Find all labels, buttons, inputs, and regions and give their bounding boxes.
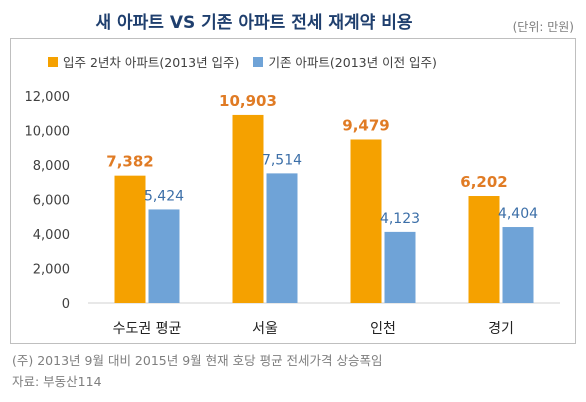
- bar-series0: [350, 139, 382, 303]
- x-tick-label: 경기: [488, 321, 514, 337]
- data-label-series0: 9,479: [342, 116, 389, 134]
- y-tick-label: 2,000: [33, 263, 70, 278]
- x-tick-label: 서울: [252, 321, 278, 337]
- bar-series0: [114, 175, 146, 303]
- bar-series0: [468, 196, 500, 303]
- y-tick-label: 0: [62, 297, 70, 312]
- unit-note: (단위: 만원): [512, 20, 574, 34]
- bar-series1: [148, 209, 180, 303]
- data-label-series0: 10,903: [219, 92, 277, 110]
- source-note: 자료: 부동산114: [12, 374, 102, 389]
- y-tick-label: 8,000: [33, 159, 70, 174]
- footnote: (주) 2013년 9월 대비 2015년 9월 현재 호당 평균 전세가격 상…: [12, 353, 383, 368]
- legend-item-series0: 입주 2년차 아파트(2013년 입주): [48, 52, 239, 71]
- legend-swatch-series0: [48, 56, 58, 67]
- y-tick-label: 12,000: [25, 90, 71, 105]
- chart-title: 새 아파트 VS 기존 아파트 전세 재계약 비용: [95, 13, 413, 33]
- data-label-series1: 5,424: [144, 188, 184, 204]
- x-tick-label: 인천: [370, 321, 396, 337]
- legend-item-series1: 기존 아파트(2013년 이전 입주): [253, 52, 437, 71]
- x-tick-label: 수도권 평균: [113, 321, 182, 337]
- data-label-series0: 6,202: [460, 173, 507, 191]
- y-tick-label: 6,000: [33, 194, 70, 209]
- legend-label-series0: 입주 2년차 아파트(2013년 입주): [63, 55, 240, 70]
- bar-series1: [266, 173, 298, 303]
- data-label-series1: 7,514: [262, 152, 302, 168]
- data-label-series1: 4,404: [498, 206, 538, 222]
- y-tick-label: 4,000: [33, 228, 70, 243]
- bar-series1: [384, 231, 416, 303]
- bar-series1: [502, 227, 534, 303]
- y-tick-label: 10,000: [25, 125, 71, 140]
- data-label-series1: 4,123: [380, 211, 420, 227]
- chart-frame: [10, 38, 576, 344]
- legend: 입주 2년차 아파트(2013년 입주) 기존 아파트(2013년 이전 입주): [48, 52, 437, 71]
- data-label-series0: 7,382: [106, 153, 153, 171]
- bar-series0: [232, 114, 264, 303]
- legend-label-series1: 기존 아파트(2013년 이전 입주): [268, 55, 437, 70]
- legend-swatch-series1: [253, 56, 264, 67]
